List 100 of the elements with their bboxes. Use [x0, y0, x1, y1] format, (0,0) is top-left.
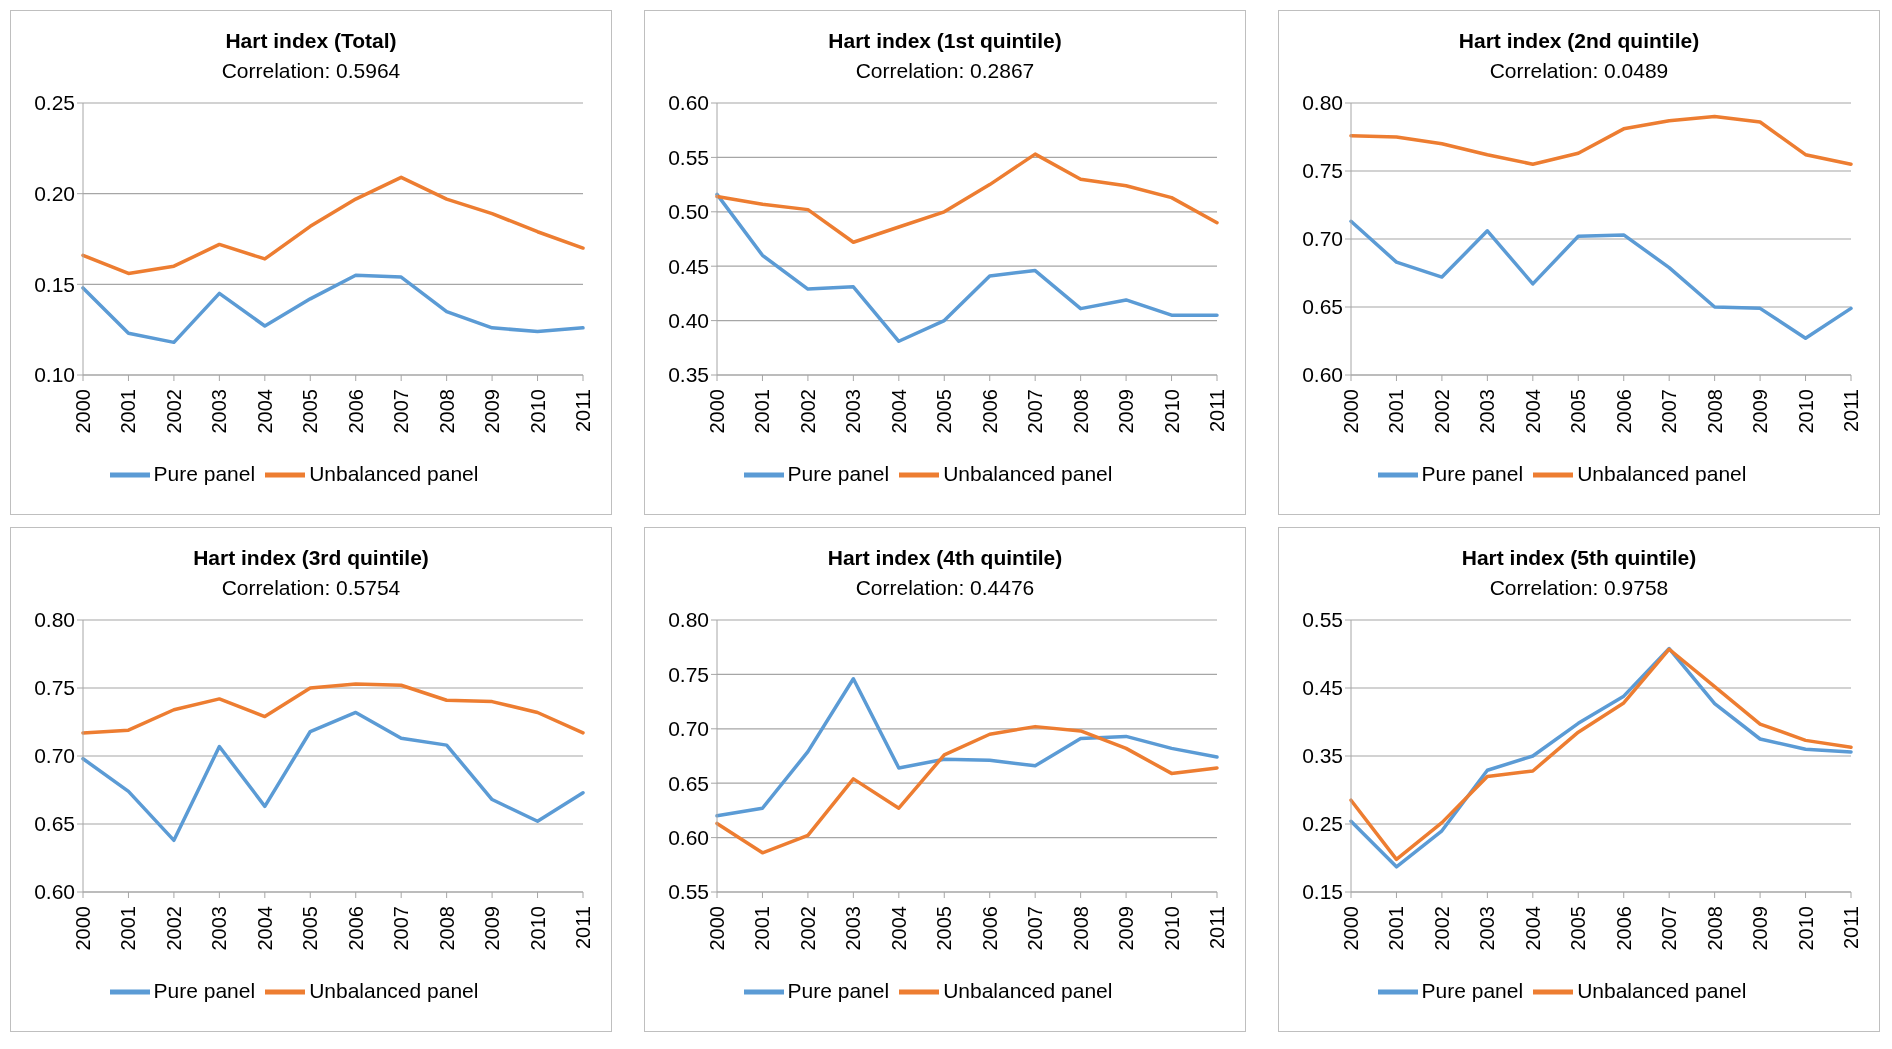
y-tick-label: 0.60	[34, 880, 75, 904]
y-tick-label: 0.80	[1302, 91, 1343, 115]
x-tick-label: 2001	[117, 906, 140, 951]
x-tick-label: 2010	[526, 906, 549, 951]
y-tick-label: 0.60	[1302, 363, 1343, 387]
chart-title: Hart index (5th quintile)	[1460, 546, 1698, 570]
x-tick-label: 2006	[978, 389, 1001, 434]
x-tick-label: 2001	[1385, 906, 1408, 951]
x-tick-label: 2008	[435, 906, 458, 951]
y-tick-label: 0.65	[34, 812, 75, 836]
chart-subtitle: Correlation: 0.5754	[220, 576, 402, 600]
y-tick-label: 0.75	[1302, 159, 1343, 183]
x-tick-label: 2005	[933, 906, 956, 951]
x-tick-label: 2010	[1794, 906, 1817, 951]
chart-title: Hart index (2nd quintile)	[1457, 29, 1701, 53]
x-tick-label: 2003	[1476, 389, 1499, 434]
legend-label: Unbalanced panel	[1577, 978, 1747, 1002]
x-tick-label: 2000	[1340, 389, 1362, 434]
legend-label: Pure panel	[787, 461, 890, 485]
x-tick-label: 2000	[72, 906, 94, 951]
x-tick-label: 2007	[1658, 389, 1681, 434]
x-tick-label: 2007	[390, 906, 413, 951]
x-tick-label: 2009	[1749, 389, 1772, 434]
legend-label: Pure panel	[1421, 978, 1524, 1002]
y-tick-label: 0.40	[668, 309, 709, 333]
x-tick-label: 2011	[1840, 389, 1862, 433]
legend-label: Unbalanced panel	[943, 978, 1113, 1002]
legend-label: Unbalanced panel	[1577, 461, 1747, 485]
x-tick-label: 2000	[1340, 906, 1362, 951]
y-tick-label: 0.75	[668, 662, 709, 686]
x-tick-label: 2005	[299, 389, 322, 434]
x-tick-label: 2008	[1703, 906, 1726, 951]
legend-label: Unbalanced panel	[943, 461, 1113, 485]
legend-label: Pure panel	[153, 978, 256, 1002]
x-tick-label: 2003	[208, 906, 231, 951]
x-tick-label: 2003	[1476, 906, 1499, 951]
y-tick-label: 0.20	[34, 182, 75, 206]
legend-label: Pure panel	[1421, 461, 1524, 485]
y-tick-label: 0.75	[34, 676, 75, 700]
x-tick-label: 2007	[1658, 906, 1681, 951]
x-tick-label: 2000	[706, 906, 728, 951]
x-tick-label: 2005	[299, 906, 322, 951]
y-tick-label: 0.15	[1302, 880, 1343, 904]
y-tick-label: 0.50	[668, 200, 709, 224]
x-tick-label: 2008	[1069, 906, 1092, 951]
y-tick-label: 0.80	[34, 608, 75, 632]
x-tick-label: 2001	[117, 389, 140, 434]
chart-title: Hart index (3rd quintile)	[192, 546, 430, 570]
x-tick-label: 2002	[796, 906, 819, 951]
x-tick-label: 2000	[72, 389, 94, 434]
x-tick-label: 2002	[1430, 906, 1453, 951]
x-tick-label: 2009	[1115, 906, 1138, 951]
x-tick-label: 2004	[253, 389, 276, 434]
chart-subtitle: Correlation: 0.5964	[220, 59, 402, 83]
x-tick-label: 2004	[253, 906, 276, 951]
y-tick-label: 0.70	[668, 717, 709, 741]
y-tick-label: 0.55	[668, 880, 709, 904]
x-tick-label: 2006	[344, 906, 367, 951]
x-tick-label: 2002	[1430, 389, 1453, 434]
x-tick-label: 2008	[435, 389, 458, 434]
x-tick-label: 2005	[1567, 389, 1590, 434]
y-tick-label: 0.55	[1302, 608, 1343, 632]
x-tick-label: 2006	[1612, 389, 1635, 434]
x-tick-label: 2009	[481, 906, 504, 951]
legend-label: Pure panel	[153, 461, 256, 485]
legend-label: Pure panel	[787, 978, 890, 1002]
x-tick-label: 2004	[1521, 389, 1544, 434]
x-tick-label: 2003	[208, 389, 231, 434]
y-tick-label: 0.70	[34, 744, 75, 768]
x-tick-label: 2011	[572, 389, 594, 433]
y-tick-label: 0.45	[668, 254, 709, 278]
chart-subtitle: Correlation: 0.2867	[854, 59, 1036, 83]
y-tick-label: 0.45	[1302, 676, 1343, 700]
y-tick-label: 0.65	[668, 771, 709, 795]
x-tick-label: 2009	[481, 389, 504, 434]
x-tick-label: 2005	[1567, 906, 1590, 951]
chart-title: Hart index (1st quintile)	[827, 29, 1063, 53]
x-tick-label: 2007	[1024, 389, 1047, 434]
x-tick-label: 2002	[796, 389, 819, 434]
y-tick-label: 0.35	[668, 363, 709, 387]
y-tick-label: 0.25	[1302, 812, 1343, 836]
y-tick-label: 0.35	[1302, 744, 1343, 768]
chart-subtitle: Correlation: 0.0489	[1488, 59, 1670, 83]
x-tick-label: 2010	[1160, 389, 1183, 434]
x-tick-label: 2004	[887, 389, 910, 434]
x-tick-label: 2011	[1840, 906, 1862, 950]
x-tick-label: 2009	[1749, 906, 1772, 951]
x-tick-label: 2000	[706, 389, 728, 434]
x-tick-label: 2008	[1069, 389, 1092, 434]
x-tick-label: 2003	[842, 389, 865, 434]
chart-title: Hart index (4th quintile)	[826, 546, 1064, 570]
y-tick-label: 0.70	[1302, 227, 1343, 251]
y-tick-label: 0.60	[668, 91, 709, 115]
x-tick-label: 2006	[1612, 906, 1635, 951]
y-tick-label: 0.65	[1302, 295, 1343, 319]
x-tick-label: 2004	[887, 906, 910, 951]
legend-label: Unbalanced panel	[309, 978, 479, 1002]
x-tick-label: 2002	[162, 389, 185, 434]
line-series	[1349, 114, 1853, 166]
x-tick-label: 2008	[1703, 389, 1726, 434]
